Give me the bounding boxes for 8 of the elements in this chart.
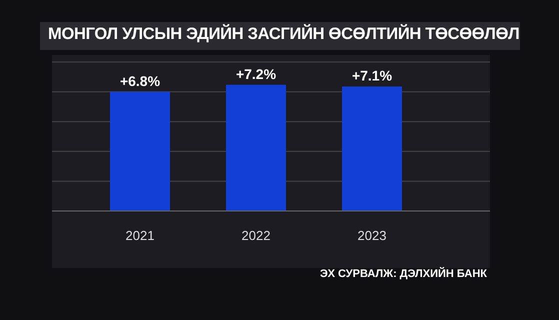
data-label: +6.8% [120,72,161,89]
chart-title: МОНГОЛ УЛСЫН ЭДИЙН ЗАСГИЙН ӨСӨЛТИЙН ТӨСӨӨЛӨЛ [48,25,520,44]
text: ЭХ СУРВАЛЖ: ДЭЛХИЙН БАНК [320,268,487,280]
data-label: +7.1% [352,68,393,84]
x-tick-label: 2023 [358,228,386,244]
x-tick-label: 2021 [126,228,154,244]
x-tick-label: 2022 [242,228,270,244]
data-label: +7.2% [236,66,277,82]
